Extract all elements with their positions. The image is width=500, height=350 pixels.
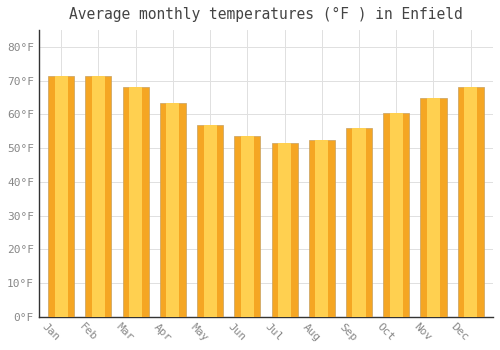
Title: Average monthly temperatures (°F ) in Enfield: Average monthly temperatures (°F ) in En… [69, 7, 463, 22]
Bar [160, 103, 186, 317]
Bar [166, 103, 179, 317]
Bar [204, 125, 216, 317]
Bar [129, 88, 142, 317]
Bar [122, 88, 148, 317]
Bar [234, 136, 260, 317]
Bar [308, 140, 335, 317]
Bar [427, 98, 440, 317]
Bar [241, 136, 254, 317]
Bar [48, 76, 74, 317]
Bar [346, 128, 372, 317]
Bar [420, 98, 446, 317]
Bar [54, 76, 68, 317]
Bar [272, 143, 297, 317]
Bar [390, 113, 403, 317]
Bar [197, 125, 223, 317]
Bar [458, 88, 483, 317]
Bar [383, 113, 409, 317]
Bar [316, 140, 328, 317]
Bar [464, 88, 477, 317]
Bar [278, 143, 291, 317]
Bar [352, 128, 366, 317]
Bar [92, 76, 105, 317]
Bar [86, 76, 112, 317]
